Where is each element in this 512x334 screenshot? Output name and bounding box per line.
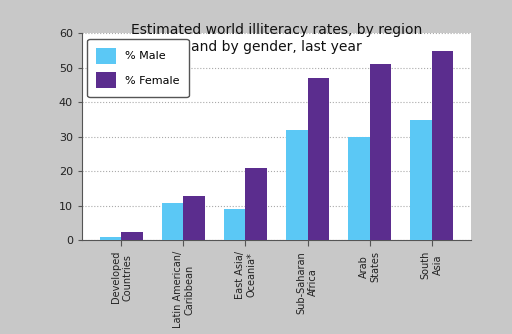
Bar <box>224 209 245 240</box>
Bar <box>432 51 453 240</box>
Bar <box>370 64 391 240</box>
Bar <box>410 120 432 240</box>
Legend: % Male, % Female: % Male, % Female <box>88 39 188 97</box>
Bar <box>286 130 308 240</box>
Bar <box>183 196 205 240</box>
Text: Estimated world illiteracy rates, by region
and by gender, last year: Estimated world illiteracy rates, by reg… <box>131 23 422 53</box>
Bar <box>245 168 267 240</box>
Bar <box>308 78 329 240</box>
Bar <box>100 237 121 240</box>
Bar <box>121 232 143 240</box>
Bar <box>162 202 183 240</box>
Bar <box>348 137 370 240</box>
